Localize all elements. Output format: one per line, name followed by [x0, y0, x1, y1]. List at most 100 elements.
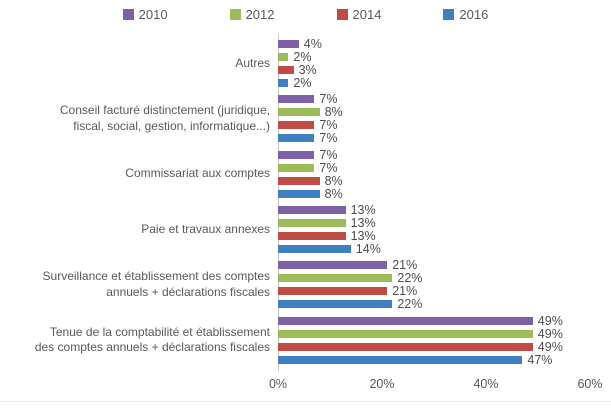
bar-2010 [278, 95, 315, 104]
legend-item-2016: 2016 [443, 7, 488, 22]
bar-2012 [278, 219, 346, 228]
bar-2012 [278, 329, 533, 338]
category-label: Conseil facturé distinctement (juridique… [59, 103, 270, 133]
bar-line-2012: 13% [278, 216, 611, 231]
bar-value-label: 21% [392, 258, 418, 273]
bar-line-2016: 14% [278, 242, 611, 257]
bar-2012 [278, 274, 393, 283]
bar-line-2010: 21% [278, 258, 611, 273]
bar-line-2012: 2% [278, 50, 611, 65]
bar-value-label: 7% [319, 118, 338, 133]
bar-line-2012: 8% [278, 105, 611, 120]
bar-value-label: 13% [350, 229, 376, 244]
bar-2014 [278, 287, 388, 296]
x-axis-tick-label: 0% [268, 377, 288, 391]
bar-group: 21% 22% 21% 22% [278, 258, 611, 312]
bar-2010 [278, 261, 388, 270]
bar-value-label: 14% [355, 242, 381, 257]
legend-label: 2012 [245, 7, 275, 22]
bar-2016 [278, 245, 351, 254]
bar-value-label: 8% [324, 105, 343, 120]
legend-label: 2010 [138, 7, 168, 22]
bar-2010 [278, 40, 299, 49]
bar-value-label: 3% [298, 63, 317, 78]
chart-row: Surveillance et établissement des compte… [0, 257, 611, 312]
bar-value-label: 49% [537, 313, 563, 328]
chart-row: Conseil facturé distinctement (juridique… [0, 91, 611, 146]
bar-line-2016: 47% [278, 352, 611, 367]
bar-value-label: 7% [319, 160, 338, 175]
bar-value-label: 22% [397, 271, 423, 286]
bar-group: 7% 7% 8% 8% [278, 147, 611, 201]
bar-value-label: 7% [319, 131, 338, 146]
bar-2016 [278, 355, 523, 364]
category-axis-line [278, 34, 279, 371]
bar-value-label: 49% [537, 326, 563, 341]
bar-line-2016: 22% [278, 297, 611, 312]
bar-2010 [278, 316, 533, 325]
bar-2010 [278, 150, 315, 159]
bar-2016 [278, 79, 289, 88]
bar-value-label: 13% [350, 216, 376, 231]
chart-legend: 2010 2012 2014 2016 [0, 7, 611, 22]
bar-2014 [278, 176, 320, 185]
legend-swatch-icon [122, 9, 134, 20]
bar-2016 [278, 134, 315, 143]
bar-value-label: 7% [319, 147, 338, 162]
legend-swatch-icon [443, 9, 455, 20]
bar-value-label: 49% [537, 339, 563, 354]
legend-label: 2016 [459, 7, 489, 22]
category-label: Tenue de la comptabilité et établissemen… [34, 324, 270, 355]
bar-value-label: 8% [324, 186, 343, 201]
bar-value-label: 47% [527, 352, 553, 367]
bar-line-2014: 49% [278, 339, 611, 354]
bar-2014 [278, 121, 315, 130]
bar-value-label: 8% [324, 173, 343, 188]
legend-item-2014: 2014 [336, 7, 382, 22]
bar-value-label: 21% [392, 284, 418, 299]
chart-row: Paie et travaux annexes 13% 13% 13% 14% [0, 202, 611, 257]
bar-line-2014: 8% [278, 173, 611, 188]
chart-row: Commissariat aux comptes 7% 7% 8% 8% [0, 147, 611, 202]
bar-2016 [278, 189, 320, 198]
bar-2014 [278, 66, 294, 75]
bar-line-2010: 7% [278, 147, 611, 162]
category-label: Autres [235, 55, 270, 70]
legend-label: 2014 [352, 7, 382, 22]
legend-item-2012: 2012 [229, 7, 275, 22]
bar-line-2010: 49% [278, 313, 611, 328]
chart-row: Autres 4% 2% 3% 2% [0, 36, 611, 91]
bar-line-2012: 49% [278, 326, 611, 341]
bar-value-label: 7% [319, 92, 338, 107]
legend-swatch-icon [229, 9, 241, 20]
x-axis-tick-label: 20% [369, 377, 395, 391]
legend-swatch-icon [336, 9, 348, 20]
bar-line-2010: 4% [278, 37, 611, 51]
bar-value-label: 2% [293, 76, 312, 91]
bar-2014 [278, 232, 346, 241]
bar-line-2010: 7% [278, 92, 611, 107]
category-label: Paie et travaux annexes [141, 221, 270, 236]
category-label: Commissariat aux comptes [125, 166, 270, 181]
bar-value-label: 2% [293, 50, 312, 65]
bar-group: 49% 49% 49% 47% [278, 313, 611, 367]
bar-value-label: 13% [350, 203, 376, 218]
bar-line-2014: 13% [278, 229, 611, 244]
category-label: Surveillance et établissement des compte… [42, 269, 270, 299]
bar-2012 [278, 53, 289, 62]
bar-line-2010: 13% [278, 203, 611, 218]
bar-value-label: 22% [397, 297, 423, 312]
chart-row: Tenue de la comptabilité et établissemen… [0, 312, 611, 367]
bar-2016 [278, 300, 393, 309]
bar-2012 [278, 108, 320, 117]
bottom-divider-line [0, 401, 611, 402]
bar-line-2016: 2% [278, 76, 611, 91]
bar-2010 [278, 206, 346, 215]
bar-line-2014: 21% [278, 284, 611, 299]
bar-line-2012: 22% [278, 271, 611, 286]
bar-2014 [278, 342, 533, 351]
bar-group: 13% 13% 13% 14% [278, 203, 611, 257]
bar-group: 7% 8% 7% 7% [278, 92, 611, 146]
bar-line-2012: 7% [278, 160, 611, 175]
